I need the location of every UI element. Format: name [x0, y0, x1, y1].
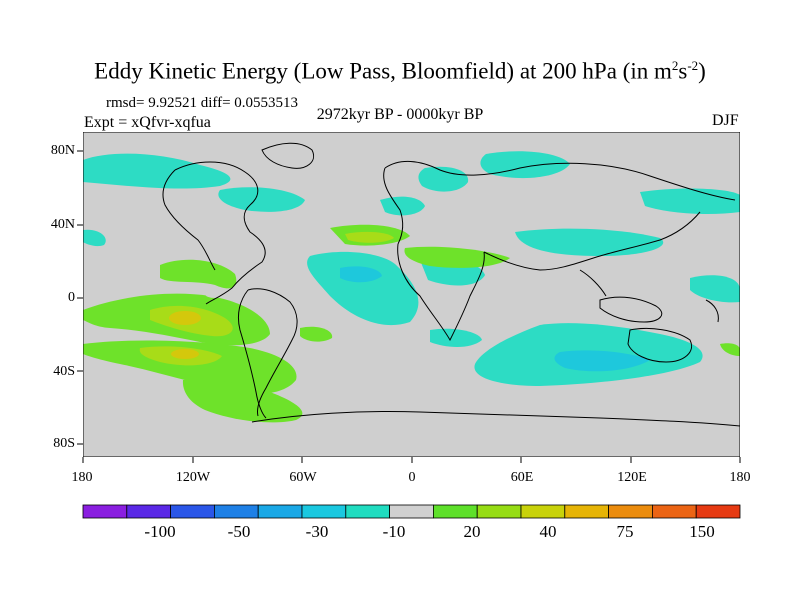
colorbar-label-150: 150: [689, 522, 715, 541]
colorbar-label-n10: -10: [382, 522, 406, 541]
negative-anomaly-cores: [340, 266, 650, 372]
colorbar-box: [608, 504, 653, 519]
season-label: DJF: [712, 112, 739, 129]
colorbar-label-40: 40: [539, 522, 557, 541]
field-layer: [83, 132, 740, 457]
lon-label-0: 0: [408, 470, 416, 485]
period-label: 2972kyr BP - 0000kyr BP: [316, 106, 484, 123]
colorbar-box: [301, 504, 347, 519]
colorbar-box: [564, 504, 609, 519]
lat-label-eq: 0: [68, 290, 75, 305]
colorbar-box: [82, 504, 128, 519]
lon-label-60w: 60W: [289, 470, 317, 485]
colorbar-box: [170, 504, 215, 519]
colorbar-box: [476, 504, 522, 519]
colorbar-box: [432, 504, 478, 519]
colorbar-box: [213, 504, 259, 519]
colorbar-label-75: 75: [616, 522, 634, 541]
colorbar-box: [345, 504, 390, 519]
colorbar-box: [257, 504, 303, 519]
map-title: Eddy Kinetic Energy (Low Pass, Bloomfiel…: [94, 58, 706, 84]
field-holes: [205, 290, 225, 298]
axis-ticks: [77, 150, 741, 463]
colorbar-box: [389, 504, 434, 519]
colorbar-box: [126, 504, 172, 519]
lat-label-80n: 80N: [50, 143, 75, 158]
colorbar-label-n30: -30: [305, 522, 329, 541]
lon-label-120e: 120E: [617, 470, 647, 485]
colorbar: [82, 504, 741, 519]
lon-label-180w: 180: [71, 470, 93, 485]
lon-label-120w: 120W: [175, 470, 211, 485]
lon-label-60e: 60E: [510, 470, 534, 485]
colorbar-box: [520, 504, 566, 519]
colorbar-box: [652, 504, 697, 519]
experiment-label: Expt = xQfvr-xqfua: [84, 114, 211, 131]
colorbar-label-n50: -50: [227, 522, 251, 541]
colorbar-label-20: 20: [463, 522, 481, 541]
lon-label-180e: 180: [729, 470, 751, 485]
rmsd-diff-text: rmsd= 9.92521 diff= 0.0553513: [106, 95, 299, 111]
lat-label-40n: 40N: [50, 217, 75, 232]
colorbar-label-n100: -100: [144, 522, 176, 541]
colorbar-box: [695, 504, 741, 519]
lat-label-40s: 40S: [53, 364, 75, 379]
positive-anomaly-peaks: [169, 311, 201, 359]
lat-label-80s: 80S: [53, 436, 75, 451]
coastlines: [162, 142, 740, 427]
